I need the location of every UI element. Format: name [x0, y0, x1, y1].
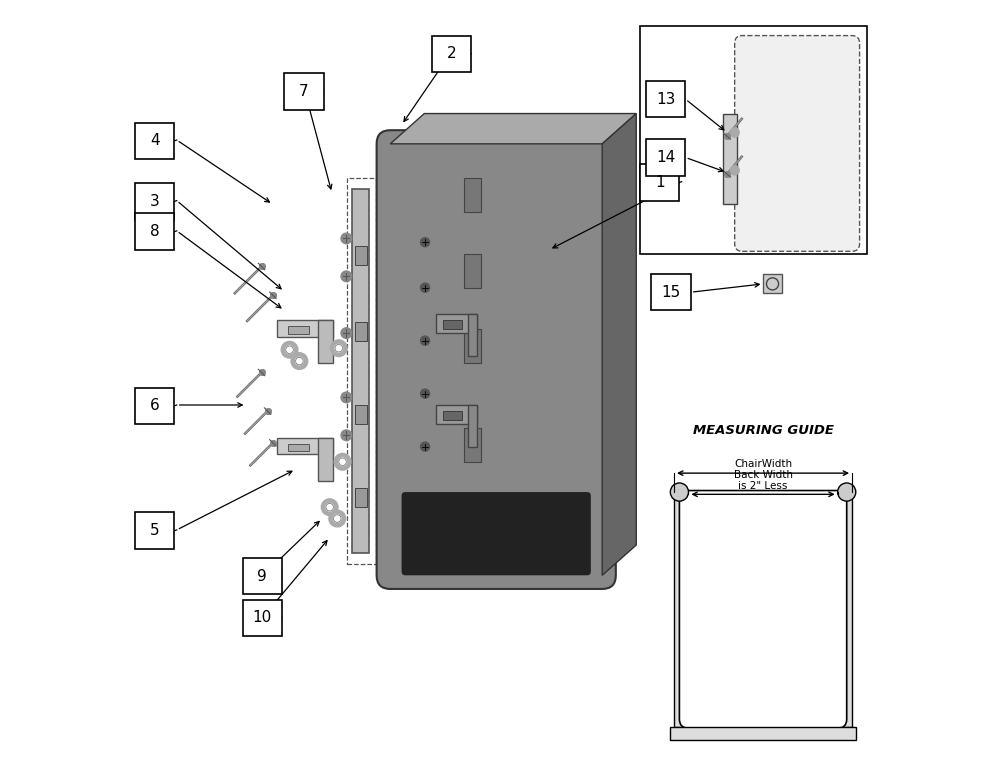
- Bar: [763, 274, 782, 293]
- Bar: [640, 26, 867, 254]
- Text: Back Width
is 2" Less: Back Width is 2" Less: [734, 469, 793, 491]
- Bar: [284, 73, 324, 110]
- Bar: [436, 314, 477, 333]
- Circle shape: [341, 392, 352, 403]
- Bar: [640, 164, 679, 201]
- Circle shape: [335, 344, 343, 352]
- Circle shape: [334, 453, 351, 470]
- Bar: [352, 189, 369, 553]
- Circle shape: [321, 499, 338, 516]
- Bar: [355, 246, 367, 265]
- Bar: [646, 81, 685, 117]
- Circle shape: [421, 283, 430, 292]
- Bar: [318, 320, 333, 363]
- FancyBboxPatch shape: [402, 492, 591, 575]
- Text: 7: 7: [299, 84, 309, 99]
- Circle shape: [341, 271, 352, 282]
- Circle shape: [341, 430, 352, 441]
- Bar: [355, 405, 367, 424]
- Bar: [277, 438, 333, 454]
- Bar: [464, 178, 481, 212]
- Text: 15: 15: [661, 285, 681, 300]
- Circle shape: [670, 483, 688, 501]
- Bar: [651, 274, 691, 310]
- Bar: [464, 428, 481, 462]
- Bar: [243, 558, 282, 594]
- Bar: [443, 411, 462, 420]
- Circle shape: [838, 483, 856, 501]
- Bar: [432, 36, 471, 72]
- Circle shape: [730, 166, 739, 175]
- Text: 2: 2: [447, 46, 456, 61]
- Text: 1: 1: [655, 175, 665, 190]
- Bar: [436, 405, 477, 424]
- Bar: [464, 254, 481, 288]
- Bar: [288, 444, 309, 451]
- Bar: [135, 213, 174, 250]
- Bar: [670, 727, 856, 740]
- Circle shape: [330, 340, 347, 357]
- Text: 14: 14: [656, 150, 675, 165]
- Circle shape: [341, 328, 352, 338]
- FancyBboxPatch shape: [679, 491, 847, 728]
- Bar: [355, 488, 367, 507]
- Text: 9: 9: [257, 569, 267, 584]
- Circle shape: [341, 233, 352, 244]
- Text: 6: 6: [150, 398, 160, 413]
- Bar: [464, 329, 481, 363]
- Bar: [468, 405, 477, 447]
- Circle shape: [281, 341, 298, 358]
- Bar: [135, 123, 174, 159]
- Text: 4: 4: [150, 133, 160, 148]
- Circle shape: [421, 442, 430, 451]
- Bar: [243, 600, 282, 636]
- Circle shape: [286, 346, 293, 354]
- Bar: [646, 139, 685, 176]
- FancyBboxPatch shape: [377, 130, 616, 589]
- Bar: [318, 438, 333, 481]
- Text: 8: 8: [150, 224, 160, 239]
- Circle shape: [421, 238, 430, 247]
- Circle shape: [296, 357, 303, 365]
- Bar: [723, 114, 737, 204]
- Bar: [277, 320, 333, 337]
- Circle shape: [421, 336, 430, 345]
- Text: MEASURING GUIDE: MEASURING GUIDE: [693, 424, 833, 437]
- Bar: [288, 326, 309, 334]
- Bar: [443, 320, 462, 329]
- Circle shape: [339, 458, 346, 466]
- Bar: [347, 178, 376, 564]
- Bar: [355, 322, 367, 341]
- Text: ChairWidth: ChairWidth: [734, 459, 792, 469]
- Bar: [135, 183, 174, 220]
- Text: 3: 3: [150, 194, 160, 209]
- Circle shape: [291, 353, 308, 369]
- FancyBboxPatch shape: [735, 36, 860, 251]
- Circle shape: [421, 389, 430, 398]
- Text: 5: 5: [150, 523, 160, 538]
- Circle shape: [333, 515, 341, 522]
- Polygon shape: [390, 114, 636, 144]
- Bar: [468, 314, 477, 356]
- Bar: [135, 388, 174, 424]
- Bar: [841, 492, 852, 727]
- Bar: [674, 492, 685, 727]
- Polygon shape: [602, 114, 636, 575]
- Text: 13: 13: [656, 92, 675, 107]
- Circle shape: [329, 510, 346, 527]
- Circle shape: [730, 128, 739, 137]
- Text: 10: 10: [253, 610, 272, 625]
- Circle shape: [326, 503, 333, 511]
- Bar: [135, 512, 174, 549]
